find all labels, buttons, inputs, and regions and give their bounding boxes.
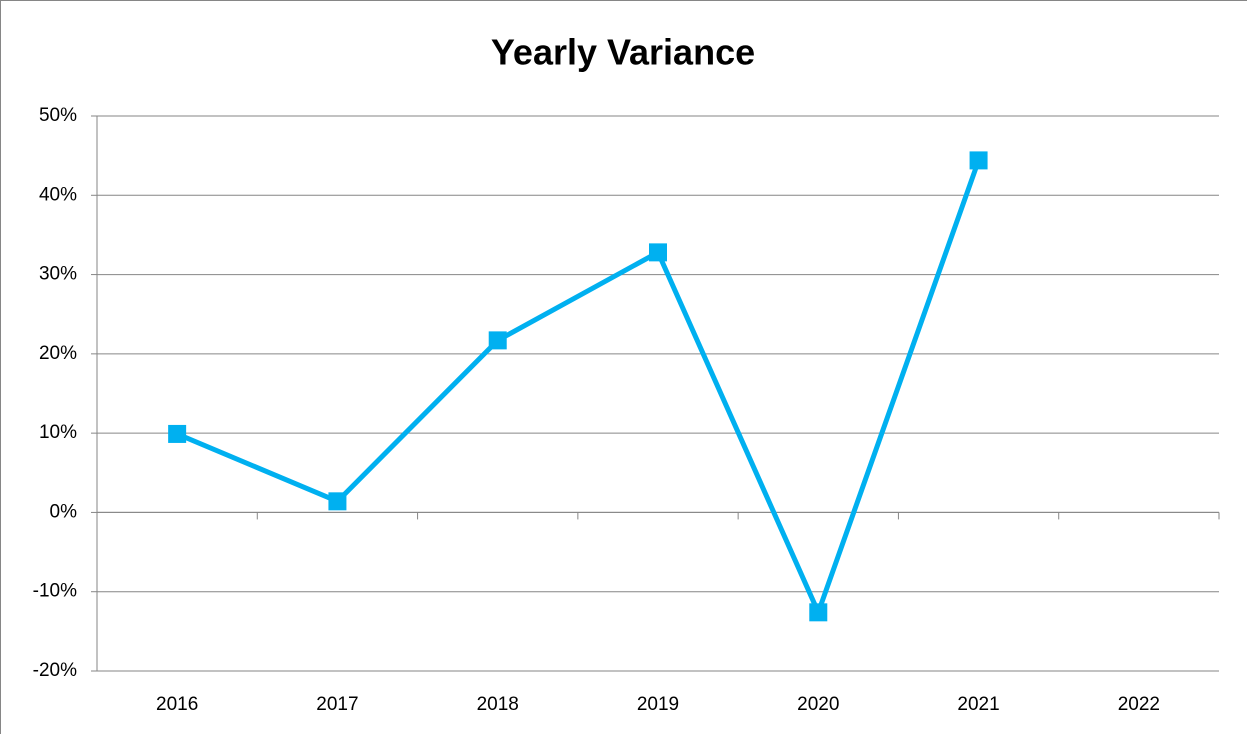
x-tick-label: 2020: [797, 694, 839, 715]
y-tick-label: 50%: [39, 105, 77, 126]
y-tick-label: 20%: [39, 343, 77, 364]
x-tick-label: 2018: [477, 694, 519, 715]
x-tick-label: 2021: [957, 694, 999, 715]
point-marker: [168, 424, 187, 443]
point-marker: [328, 492, 347, 511]
point-marker: [488, 331, 507, 350]
x-tick-label: 2016: [156, 694, 198, 715]
y-tick-label: -20%: [33, 660, 77, 681]
y-tick-label: 10%: [39, 422, 77, 443]
point-marker: [649, 243, 667, 262]
y-tick-label: 30%: [39, 264, 77, 285]
point-marker: [809, 603, 828, 622]
series-line: [176, 159, 981, 615]
point-marker: [969, 151, 988, 170]
y-tick-label: -10%: [33, 581, 77, 602]
x-tick-label: 2017: [316, 694, 358, 715]
y-tick-label: 40%: [39, 184, 77, 205]
x-tick-label: 2019: [637, 694, 679, 715]
x-tick-label: 2022: [1118, 694, 1160, 715]
chart-title: Yearly Variance: [491, 32, 755, 73]
y-tick-label: 0%: [50, 501, 78, 522]
